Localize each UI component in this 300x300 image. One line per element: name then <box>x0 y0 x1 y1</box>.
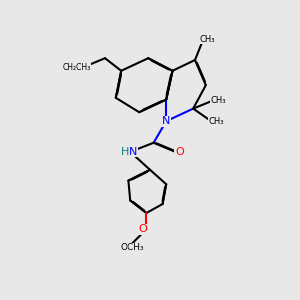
Text: N: N <box>162 116 170 126</box>
Text: CH₃: CH₃ <box>209 117 224 126</box>
Text: N: N <box>129 147 138 157</box>
Text: CH₃: CH₃ <box>200 35 215 44</box>
Text: OCH₃: OCH₃ <box>120 243 144 252</box>
Text: O: O <box>138 224 147 234</box>
Text: O: O <box>175 147 184 157</box>
Text: CH₃: CH₃ <box>211 96 226 105</box>
Text: H: H <box>121 147 130 157</box>
Text: CH₂CH₃: CH₂CH₃ <box>62 63 91 72</box>
